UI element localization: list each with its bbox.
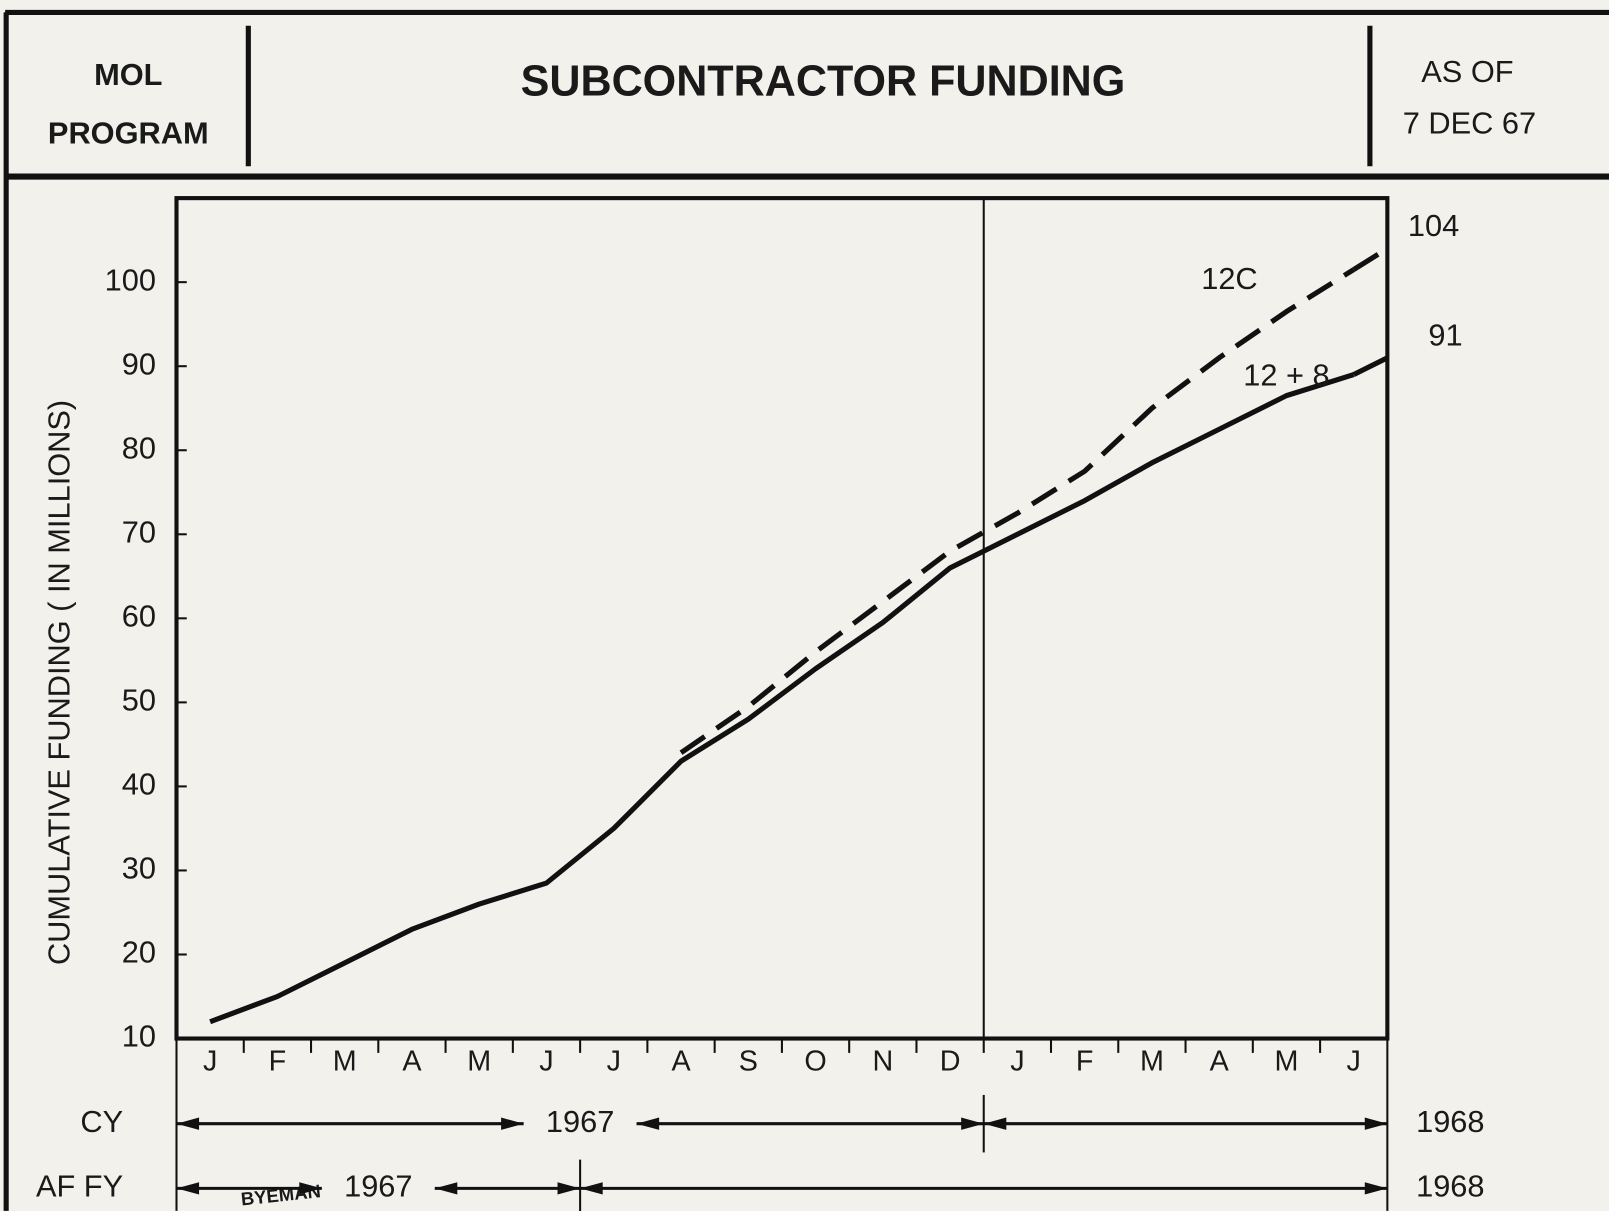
x-tick-label: A: [402, 1046, 422, 1078]
x-tick-label: D: [940, 1046, 961, 1078]
label-bg: [528, 1103, 632, 1145]
year-label: 1968: [1416, 1104, 1484, 1139]
x-tick-label: M: [333, 1046, 357, 1078]
y-tick-label: 10: [122, 1019, 156, 1054]
program-label: PROGRAM: [48, 116, 209, 151]
y-axis-label: CUMULATIVE FUNDING ( IN MILLIONS): [42, 400, 77, 965]
y-tick-label: 80: [122, 430, 156, 465]
series-line: [679, 267, 1356, 755]
end-value-label: 104: [1408, 208, 1459, 243]
x-tick-label: F: [269, 1046, 287, 1078]
arrow-head: [580, 1182, 603, 1195]
y-tick-label: 90: [122, 346, 156, 381]
arrow-head: [961, 1117, 984, 1130]
label-bg: [326, 1167, 430, 1209]
x-tick-label: J: [1347, 1046, 1361, 1078]
chart-title: SUBCONTRACTOR FUNDING: [521, 58, 1126, 106]
as-of-label: AS OF: [1421, 54, 1513, 89]
x-tick-label: O: [804, 1046, 826, 1078]
arrow-head: [501, 1117, 524, 1130]
program-label: MOL: [94, 57, 162, 92]
series-name: 12 + 8: [1243, 357, 1329, 392]
y-tick-label: 50: [122, 682, 156, 717]
arrow-head: [176, 1117, 200, 1130]
x-tick-label: J: [203, 1046, 217, 1078]
as-of-date: 7 DEC 67: [1403, 105, 1536, 140]
arrow-head: [1364, 1182, 1388, 1195]
x-tick-label: M: [1140, 1046, 1164, 1078]
calendar-label: AF FY: [36, 1168, 123, 1203]
series-end: [1352, 246, 1389, 272]
y-tick-label: 60: [122, 598, 156, 633]
x-tick-label: J: [1010, 1046, 1024, 1078]
series-name: 12C: [1201, 261, 1257, 296]
x-tick-label: J: [539, 1046, 553, 1078]
x-tick-label: F: [1076, 1046, 1094, 1078]
x-tick-label: S: [739, 1046, 758, 1078]
y-tick-label: 70: [122, 514, 156, 549]
x-tick-label: J: [607, 1046, 621, 1078]
arrow-head: [983, 1117, 1007, 1130]
calendar-label: CY: [80, 1104, 123, 1139]
arrow-head: [299, 1182, 322, 1195]
y-tick-label: 40: [122, 767, 156, 802]
series-line: [209, 372, 1355, 1025]
arrow-head: [636, 1117, 660, 1130]
series-end: [1352, 355, 1389, 377]
x-tick-label: A: [671, 1046, 691, 1078]
end-value-label: 91: [1428, 317, 1462, 352]
y-tick-label: 20: [122, 935, 156, 970]
arrow-head: [1364, 1117, 1388, 1130]
y-tick-label: 30: [122, 851, 156, 886]
x-tick-label: M: [467, 1046, 491, 1078]
year-label: 1968: [1416, 1168, 1484, 1203]
year-label: 1967: [344, 1168, 412, 1203]
x-tick-label: N: [872, 1046, 893, 1078]
x-tick-label: A: [1210, 1046, 1230, 1078]
arrow-head: [434, 1182, 458, 1195]
y-tick-label: 100: [105, 262, 156, 297]
x-tick-label: M: [1274, 1046, 1298, 1078]
year-label: 1967: [546, 1104, 614, 1139]
arrow-head: [557, 1182, 581, 1195]
arrow-head: [176, 1182, 200, 1195]
